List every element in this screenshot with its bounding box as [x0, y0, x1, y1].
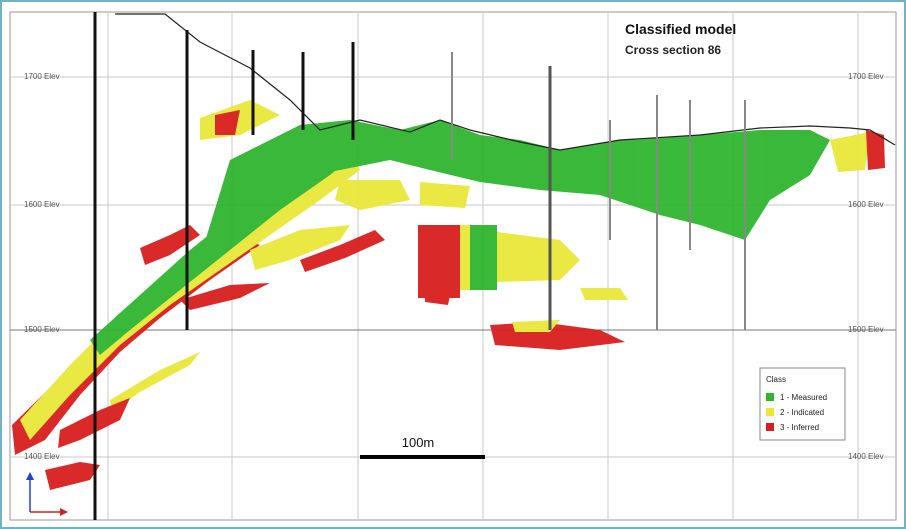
elevation-label: 1600 Elev	[24, 200, 60, 209]
elevation-label: 1500 Elev	[24, 325, 60, 334]
title: Classified model	[625, 21, 736, 37]
elevation-label: 1400 Elev	[848, 452, 884, 461]
elevation-label: 1600 Elev	[848, 200, 884, 209]
elevation-label: 1700 Elev	[848, 72, 884, 81]
elevation-label: 1700 Elev	[24, 72, 60, 81]
legend-item: 2 - Indicated	[780, 408, 824, 417]
legend-item: 1 - Measured	[780, 393, 827, 402]
elevation-labels: 1700 Elev 1600 Elev 1500 Elev 1400 Elev 1700…	[24, 72, 884, 461]
elevation-label: 1400 Elev	[24, 452, 60, 461]
axis-icon	[26, 472, 68, 516]
legend-item: 3 - Inferred	[780, 423, 819, 432]
legend: Class 1 - Measured 2 - Indicated 3 - Inf…	[759, 367, 846, 441]
legend-title: Class	[766, 375, 786, 384]
ore-bodies	[12, 100, 885, 490]
elevation-label: 1500 Elev	[848, 325, 884, 334]
topography	[115, 13, 896, 151]
subtitle: Cross section 86	[625, 43, 721, 57]
drill-holes	[93, 12, 746, 520]
scale-label: 100m	[402, 435, 435, 450]
